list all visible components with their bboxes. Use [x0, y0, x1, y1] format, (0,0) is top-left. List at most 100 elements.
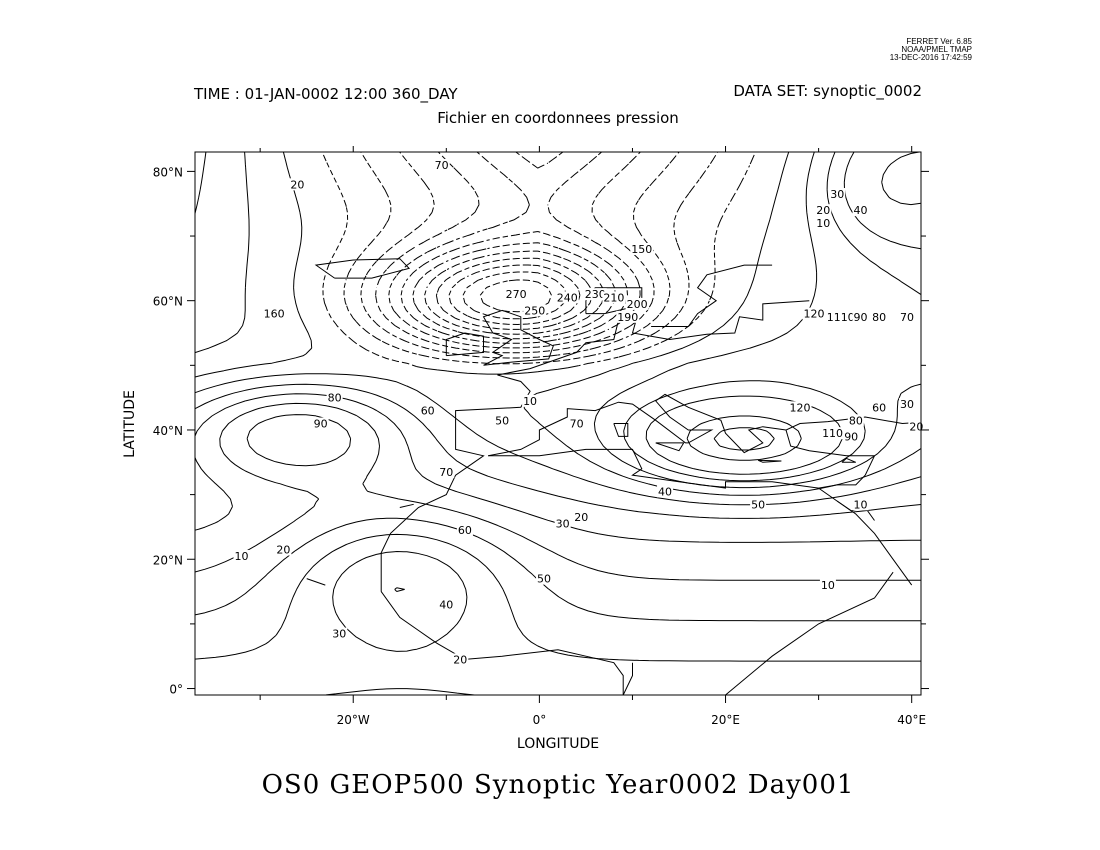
- contour-label-bg: [233, 550, 250, 563]
- coastline: [785, 416, 922, 457]
- contour-label: 30: [900, 398, 914, 411]
- contour-label: 60: [458, 524, 472, 537]
- contour-label: 30: [332, 628, 346, 641]
- contour-label-bg: [852, 204, 869, 217]
- contour-label-bg: [433, 158, 450, 171]
- contour-label-bg: [536, 572, 553, 585]
- coastline: [314, 258, 411, 279]
- coastline: [488, 448, 875, 489]
- contour-label-bg: [843, 430, 860, 443]
- contour-label-bg: [815, 217, 832, 230]
- contour-label-bg: [568, 417, 585, 430]
- contour-label-bg: [616, 310, 640, 323]
- stamp-timestamp: 13-DEC-2016 17:42:59: [889, 53, 972, 62]
- dataset-header: DATA SET: synoptic_0002: [733, 82, 922, 100]
- y-tick-label: 60°N: [153, 295, 183, 309]
- coastline: [757, 459, 782, 463]
- solid-contours: [194, 151, 922, 696]
- coastline: [380, 300, 810, 592]
- contour-label: 160: [264, 308, 285, 321]
- contour-label: 70: [900, 311, 914, 324]
- x-tick-label: 0°: [533, 713, 547, 727]
- stamp-version: FERRET Ver. 6.85: [906, 37, 972, 46]
- contour-label: 200: [627, 298, 648, 311]
- contour-label: 20: [574, 511, 588, 524]
- contour-label: 80: [328, 392, 342, 405]
- contour-label-bg: [852, 310, 869, 323]
- contour-label: 90: [314, 418, 328, 431]
- contour-label-bg: [326, 391, 343, 404]
- contour-label-bg: [908, 420, 925, 433]
- contour-label-bg: [788, 401, 812, 414]
- coastline: [613, 423, 629, 437]
- contour-label: 40: [439, 599, 453, 612]
- time-header: TIME : 01-JAN-0002 12:00 360_DAY: [194, 85, 458, 103]
- x-tick-label: 20°E: [711, 713, 740, 727]
- y-axis-label: LATITUDE: [122, 390, 138, 458]
- coastline: [482, 309, 554, 366]
- coastline: [488, 393, 787, 457]
- contour-label-bg: [522, 394, 539, 407]
- contour-label: 50: [495, 414, 509, 427]
- contour-label-bg: [819, 579, 836, 592]
- contour-label-bg: [331, 627, 348, 640]
- x-axis-label: LONGITUDE: [517, 736, 599, 752]
- contour-label-bg: [602, 291, 626, 304]
- contour-label: 70: [570, 418, 584, 431]
- plot-subtitle: Fichier en coordonnees pression: [437, 109, 679, 127]
- contour-label: 120: [803, 308, 824, 321]
- contour-label: 230: [585, 288, 606, 301]
- contour-label: 70: [435, 159, 449, 172]
- contour-label-bg: [555, 291, 579, 304]
- plot-frame: [194, 151, 922, 696]
- contour-label-bg: [630, 242, 654, 255]
- contour-label: 240: [557, 291, 578, 304]
- contour-label-bg: [625, 297, 649, 310]
- contour-label-bg: [275, 543, 292, 556]
- contour-label: 30: [830, 188, 844, 201]
- x-tick-label: 40°E: [897, 713, 926, 727]
- y-tick-label: 80°N: [153, 165, 183, 179]
- contour-label-bg: [899, 310, 916, 323]
- y-tick-label: 40°N: [153, 424, 183, 438]
- contour-label: 90: [844, 430, 858, 443]
- contour-label-bg: [802, 307, 826, 320]
- coastline: [399, 503, 414, 508]
- contour-label: 20: [276, 544, 290, 557]
- coastline: [622, 662, 633, 696]
- contour-label: 50: [751, 498, 765, 511]
- contour-label-bg: [289, 178, 306, 191]
- coastlines: [306, 258, 922, 696]
- ferret-version-stamp: FERRET Ver. 6.85 NOAA/PMEL TMAP 13-DEC-2…: [890, 38, 972, 62]
- contour-label-bg: [554, 517, 571, 530]
- stamp-organization: NOAA/PMEL TMAP: [901, 45, 972, 54]
- contour-label-bg: [815, 204, 832, 217]
- contour-label: 150: [631, 243, 652, 256]
- coastline: [725, 571, 894, 696]
- y-tick-label: 0°: [169, 683, 183, 697]
- contour-label-bg: [852, 498, 869, 511]
- contour-label: 120: [790, 401, 811, 414]
- contour-label-bg: [504, 288, 528, 301]
- coastline: [651, 264, 773, 327]
- contour-label: 70: [439, 466, 453, 479]
- contour-label-bg: [438, 598, 455, 611]
- contour-label: 80: [849, 414, 863, 427]
- axis-ticks: 20°W 0° 20°E 40°E 0° 20°N 40°N 60°N 80°N: [153, 146, 929, 727]
- contour-label: 190: [617, 311, 638, 324]
- contour-label: 60: [872, 401, 886, 414]
- contour-label: 210: [603, 291, 624, 304]
- contour-label-bg: [438, 465, 455, 478]
- contour-label: 20: [909, 421, 923, 434]
- contour-label-bg: [583, 288, 607, 301]
- contour-label-bg: [821, 427, 845, 440]
- contour-label: 80: [872, 311, 886, 324]
- contour-label-bg: [419, 404, 436, 417]
- coastline: [306, 578, 326, 586]
- y-tick-label: 20°N: [153, 553, 183, 567]
- contour-label: 10: [854, 498, 868, 511]
- contour-field: [194, 151, 922, 696]
- figure-title: OS0 GEOP500 Synoptic Year0002 Day001: [261, 770, 855, 800]
